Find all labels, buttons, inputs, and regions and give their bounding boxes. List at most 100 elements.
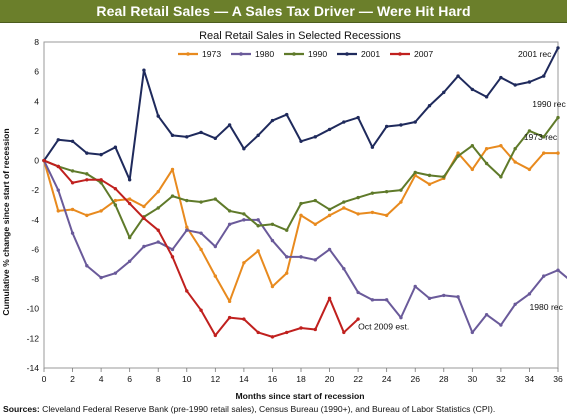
data-point — [299, 326, 303, 330]
data-point — [142, 204, 146, 209]
x-tick-label: 28 — [439, 374, 449, 384]
data-point — [470, 167, 475, 172]
data-point — [513, 146, 517, 151]
legend-label: 1973 — [202, 49, 221, 59]
data-point — [299, 139, 303, 143]
chart-title: Real Retail Sales in Selected Recessions — [199, 30, 401, 42]
legend-item-1980: 1980 — [231, 49, 274, 59]
data-point — [399, 123, 403, 127]
y-tick-label: 6 — [34, 67, 39, 77]
data-point — [313, 135, 317, 139]
data-point — [213, 244, 218, 249]
data-point — [499, 323, 503, 327]
series-1980 — [42, 158, 567, 335]
data-point — [199, 247, 203, 252]
data-point — [427, 182, 432, 186]
x-tick-label: 36 — [553, 374, 563, 384]
data-point — [499, 75, 503, 80]
data-point — [327, 247, 332, 252]
data-point — [342, 330, 346, 335]
data-point — [513, 302, 517, 306]
data-point — [256, 330, 260, 335]
x-tick-label: 0 — [42, 374, 47, 384]
data-point — [556, 268, 560, 272]
data-point — [199, 308, 203, 312]
data-point — [556, 151, 560, 155]
data-point — [213, 274, 218, 278]
data-point — [113, 203, 118, 207]
data-point — [127, 178, 132, 182]
series-2001 — [42, 46, 560, 182]
data-point — [342, 267, 346, 271]
banner-title: Real Retail Sales — A Sales Tax Driver —… — [96, 3, 471, 19]
data-point — [442, 90, 446, 95]
data-point — [456, 74, 460, 78]
data-point — [242, 261, 246, 265]
legend-marker — [239, 52, 243, 56]
data-point — [442, 175, 446, 179]
data-point — [227, 315, 232, 320]
data-point — [456, 154, 460, 158]
data-point — [484, 161, 489, 166]
legend-marker — [398, 52, 402, 56]
data-point — [85, 178, 89, 182]
data-point — [413, 120, 417, 124]
data-point — [542, 74, 546, 78]
data-point — [170, 167, 175, 172]
data-point — [227, 299, 232, 304]
data-point — [70, 169, 75, 173]
data-point — [370, 145, 375, 149]
data-point — [142, 244, 146, 249]
data-point — [70, 181, 75, 185]
data-point — [185, 289, 189, 293]
data-point — [56, 188, 60, 192]
data-point — [142, 216, 146, 221]
data-point — [56, 164, 60, 169]
data-point — [70, 231, 75, 235]
data-point — [370, 191, 375, 195]
data-point — [170, 133, 175, 138]
data-point — [213, 333, 218, 338]
data-point — [242, 212, 246, 216]
data-point — [484, 95, 489, 99]
data-point — [542, 274, 546, 278]
data-point — [227, 123, 232, 127]
x-tick-label: 32 — [496, 374, 506, 384]
x-tick-label: 2 — [70, 374, 75, 384]
y-tick-label: -14 — [27, 363, 40, 373]
data-point — [242, 218, 246, 222]
x-tick-label: 18 — [296, 374, 306, 384]
legend-marker — [345, 52, 349, 56]
data-point — [527, 292, 532, 296]
series-1990 — [42, 115, 560, 240]
data-point — [327, 213, 332, 218]
y-tick-label: 0 — [34, 156, 39, 166]
data-point — [99, 152, 103, 157]
data-point — [99, 178, 103, 182]
data-point — [513, 83, 517, 87]
data-point — [285, 330, 289, 335]
data-point — [170, 255, 175, 259]
data-point — [470, 87, 475, 92]
source-text: Cleveland Federal Reserve Bank (pre-1990… — [42, 404, 496, 414]
data-point — [270, 238, 275, 243]
data-point — [327, 207, 332, 212]
x-tick-label: 30 — [468, 374, 478, 384]
data-point — [356, 195, 360, 200]
data-point — [270, 222, 275, 226]
data-point — [427, 296, 432, 301]
source-note: Sources: Cleveland Federal Reserve Bank … — [3, 404, 495, 414]
data-point — [456, 151, 460, 155]
source-label: Sources: — [3, 404, 40, 414]
data-point — [484, 312, 489, 317]
data-point — [127, 197, 132, 201]
data-point — [170, 194, 175, 198]
legend-item-1973: 1973 — [178, 49, 221, 59]
data-point — [56, 209, 60, 213]
data-point — [499, 175, 503, 179]
data-point — [199, 130, 203, 135]
data-point — [399, 315, 403, 320]
data-point — [56, 138, 60, 142]
